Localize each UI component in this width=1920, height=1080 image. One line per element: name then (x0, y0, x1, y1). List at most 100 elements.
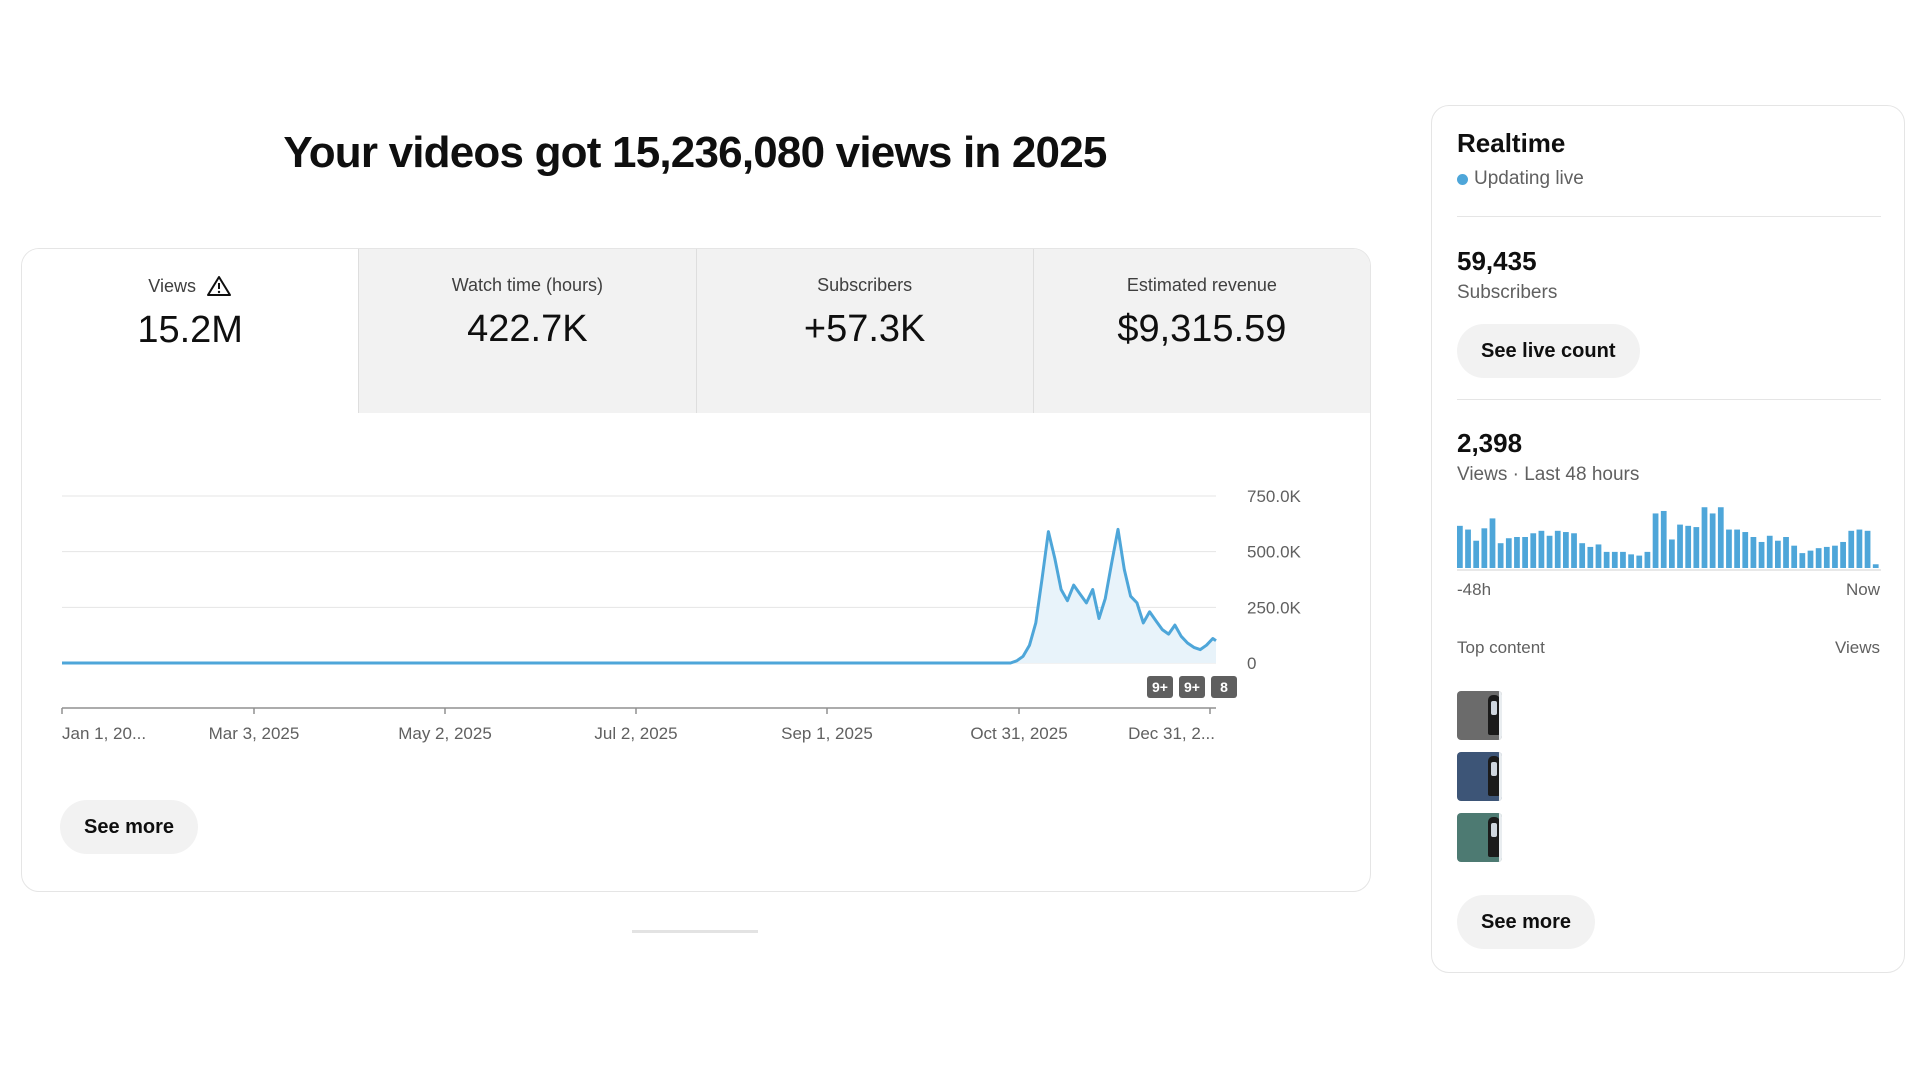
hourly-bar (1473, 540, 1480, 568)
hourly-bar (1620, 551, 1626, 568)
hourly-bar (1758, 541, 1765, 568)
hourly-bar (1864, 530, 1871, 568)
tab-views-value: 15.2M (137, 309, 243, 351)
divider (1457, 399, 1881, 400)
realtime-card: Realtime Updating live 59,435 Subscriber… (1431, 105, 1905, 973)
tab-views-label: Views (148, 275, 196, 296)
hourly-bar (1571, 533, 1577, 568)
hourly-bar (1832, 545, 1838, 568)
annotation-label: 9+ (1152, 679, 1168, 695)
thumbnail-edge (1499, 813, 1502, 862)
x-tick-label: Sep 1, 2025 (781, 724, 873, 743)
top-content-label: Top content (1457, 638, 1545, 657)
hourly-bar (1595, 544, 1602, 568)
hourly-bar (1856, 529, 1863, 568)
annotation-badge (1211, 676, 1237, 698)
thumbnail-figure (1488, 756, 1500, 796)
tab-watch-time-value: 422.7K (467, 308, 588, 350)
hourly-bar (1775, 540, 1781, 568)
hourly-bar (1766, 535, 1773, 568)
hourly-bar (1628, 554, 1634, 568)
hourly-bar (1652, 513, 1659, 568)
hourly-bar (1693, 527, 1700, 568)
tab-subscribers-label: Subscribers (817, 275, 913, 295)
hourly-bar (1840, 541, 1846, 568)
top-content-metric: Views (1834, 638, 1880, 657)
hourly-bar (1669, 539, 1675, 568)
metric-tabs: Views 15.2M Watch time (hours) 422.7K Su… (22, 249, 1370, 413)
realtime-views-value: 2,398 (1457, 428, 1523, 458)
hourly-bar (1734, 529, 1740, 568)
top-content-thumbnail[interactable] (1457, 691, 1502, 740)
tab-revenue-label: Estimated revenue (1126, 275, 1277, 295)
warning-icon (206, 276, 231, 296)
realtime-title: Realtime (1457, 128, 1566, 158)
hourly-bar (1717, 507, 1724, 568)
hourly-views-chart (1457, 507, 1881, 571)
tab-watch-time[interactable]: Watch time (hours) 422.7K (358, 249, 696, 413)
hourly-bar (1636, 555, 1643, 568)
realtime-status-text: Updating live (1474, 168, 1584, 189)
annotation-badge (1147, 676, 1173, 698)
realtime-views-label: Views · Last 48 hours (1457, 464, 1640, 485)
y-tick-label: 750.0K (1247, 487, 1302, 506)
live-dot-icon (1457, 173, 1468, 185)
hourly-bar (1823, 546, 1830, 568)
hourly-bar (1742, 532, 1749, 568)
hourly-bar (1505, 538, 1512, 568)
tab-revenue-value: $9,315.59 (1117, 308, 1287, 350)
top-content-thumbnail[interactable] (1457, 752, 1502, 801)
hourly-bar (1497, 543, 1504, 568)
mini-axis-end: Now (1845, 580, 1880, 599)
x-tick-label: Oct 31, 2025 (970, 724, 1067, 743)
see-live-count-button[interactable]: See live count (1457, 324, 1640, 378)
hourly-bar (1603, 551, 1610, 568)
x-tick-label: Mar 3, 2025 (209, 724, 300, 743)
hourly-bar (1465, 529, 1471, 568)
thumbnail-edge (1499, 752, 1502, 801)
hourly-bar (1514, 537, 1520, 568)
annotation-label: 9+ (1184, 679, 1200, 695)
y-tick-label: 0 (1247, 654, 1256, 673)
hourly-bar (1872, 564, 1879, 568)
hourly-bar (1815, 548, 1822, 568)
y-tick-label: 250.0K (1247, 598, 1302, 617)
x-tick-label: Jan 1, 20... (62, 724, 146, 743)
hourly-bar (1709, 513, 1716, 568)
top-content-thumbnail[interactable] (1457, 813, 1502, 862)
hourly-bar (1563, 532, 1569, 568)
y-tick-label: 500.0K (1247, 543, 1302, 562)
realtime-subscribers-label: Subscribers (1457, 282, 1558, 303)
series-area (62, 529, 1216, 663)
hourly-bar (1677, 524, 1683, 568)
tab-revenue[interactable]: Estimated revenue $9,315.59 (1032, 249, 1370, 413)
hourly-bar (1546, 535, 1553, 568)
hourly-bar (1726, 529, 1732, 568)
hourly-bar (1554, 530, 1561, 568)
hourly-bar (1481, 528, 1488, 568)
realtime-see-more-button[interactable]: See more (1457, 895, 1596, 949)
page-headline: Your videos got 15,236,080 views in 2025 (283, 128, 1107, 177)
tab-views[interactable]: Views 15.2M (22, 249, 359, 413)
divider (1457, 216, 1881, 217)
hourly-bar (1783, 537, 1789, 568)
hourly-bar (1579, 543, 1586, 568)
hourly-bar (1457, 525, 1463, 568)
hourly-bar (1538, 530, 1545, 568)
hourly-bar (1489, 518, 1496, 568)
x-tick-label: Dec 31, 2... (1128, 724, 1215, 743)
tab-subscribers[interactable]: Subscribers +57.3K (695, 249, 1033, 413)
hourly-bar (1848, 530, 1855, 568)
x-tick-label: Jul 2, 2025 (594, 724, 677, 743)
tab-subscribers-value: +57.3K (803, 308, 926, 350)
hourly-bar (1644, 551, 1651, 568)
views-chart: 0 250.0K 500.0K 750.0K 9+ 9+ 8 Jan 1, 20... Mar … (22, 413, 1370, 793)
mini-axis-start: -48h (1457, 580, 1492, 599)
hourly-bar (1807, 550, 1814, 568)
series-line (62, 527, 1217, 665)
thumbnail-edge (1499, 691, 1502, 740)
see-more-button[interactable]: See more (60, 800, 199, 854)
hourly-bar (1530, 533, 1537, 568)
thumbnail-figure (1488, 817, 1500, 857)
hourly-bar (1685, 525, 1692, 568)
